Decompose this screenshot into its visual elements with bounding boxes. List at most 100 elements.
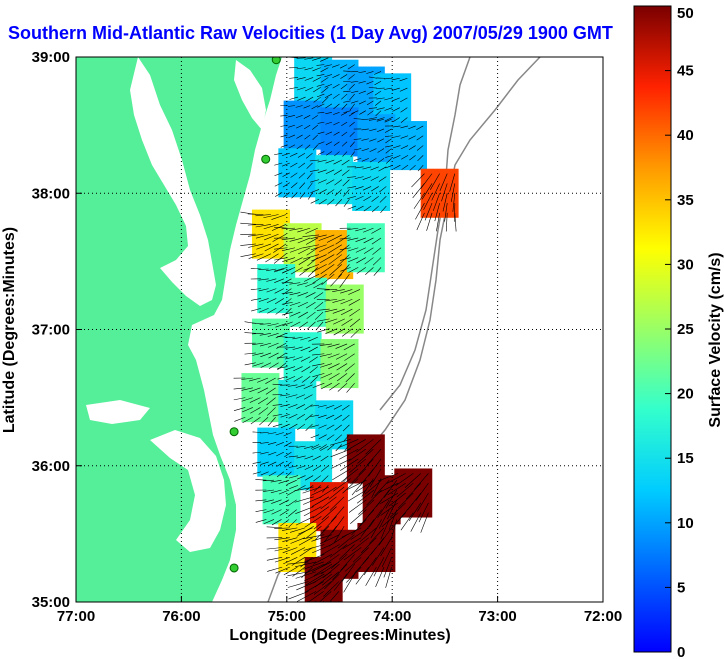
velocity-vector	[363, 247, 374, 254]
velocity-vector	[424, 202, 433, 221]
velocity-vector	[296, 445, 306, 448]
velocity-vector	[388, 509, 398, 530]
velocity-vector	[293, 366, 303, 372]
velocity-vector	[330, 273, 343, 287]
velocity-vector	[266, 278, 277, 282]
velocity-vector	[289, 292, 301, 296]
velocity-vector	[281, 301, 293, 305]
velocity-vector	[384, 77, 393, 80]
velocity-vector	[258, 288, 269, 292]
velocity-vector	[307, 182, 313, 190]
velocity-vector	[277, 366, 288, 369]
velocity-vector	[313, 96, 321, 103]
velocity-vector	[359, 527, 377, 542]
velocity-vector	[296, 134, 303, 139]
velocity-vector	[342, 414, 350, 421]
velocity-vector	[334, 424, 342, 431]
velocity-vector	[430, 173, 440, 190]
velocity-cell	[278, 379, 317, 429]
velocity-vector	[241, 407, 253, 413]
velocity-vector	[263, 224, 279, 230]
velocity-vector	[332, 563, 348, 581]
velocity-vector	[396, 482, 414, 498]
station-marker	[261, 154, 271, 164]
velocity-vector	[441, 183, 448, 202]
velocity-vector	[364, 479, 382, 495]
velocity-vector	[333, 573, 348, 592]
velocity-vector	[360, 519, 375, 537]
velocity-vector	[380, 519, 390, 540]
velocity-vector	[376, 128, 385, 133]
velocity-vector	[305, 301, 316, 309]
coastal-inlet	[86, 400, 150, 424]
velocity-vector	[371, 196, 379, 202]
velocity-vector	[363, 195, 372, 201]
velocity-vector	[290, 162, 298, 168]
velocity-vector	[301, 376, 311, 383]
pamlico-sound	[150, 430, 226, 552]
velocity-vector	[276, 451, 284, 457]
velocity-vector	[400, 117, 408, 123]
velocity-vector	[281, 268, 292, 274]
velocity-vector	[368, 87, 378, 89]
velocity-vector	[296, 404, 306, 410]
velocity-vector	[335, 353, 348, 360]
velocity-vector	[313, 581, 332, 595]
velocity-vector	[257, 387, 269, 394]
velocity-vector	[328, 373, 340, 380]
velocity-vector	[320, 465, 329, 472]
velocity-vector	[335, 234, 350, 245]
velocity-vector	[252, 471, 262, 475]
velocity-vector	[450, 183, 456, 202]
velocity-vector	[332, 289, 345, 292]
velocity-vector	[356, 489, 375, 504]
velocity-vector	[274, 278, 284, 283]
velocity-vector	[341, 103, 348, 110]
velocity-vector	[308, 336, 318, 342]
velocity-vector	[279, 509, 290, 516]
velocity-vector	[316, 288, 330, 290]
velocity-vector	[274, 267, 288, 272]
velocity-vector	[333, 141, 340, 146]
velocity-vector	[255, 224, 272, 228]
velocity-vector	[284, 356, 296, 360]
velocity-vector	[416, 145, 424, 151]
velocity-vector	[349, 141, 355, 148]
velocity-vector	[300, 346, 311, 352]
velocity-vector	[335, 199, 343, 207]
velocity-vector	[283, 566, 298, 576]
velocity-vector	[421, 183, 433, 200]
velocity-vector	[295, 105, 303, 108]
velocity-vector	[282, 182, 290, 188]
velocity-vector	[276, 342, 287, 349]
velocity-vector	[302, 486, 322, 494]
velocity-vector	[328, 486, 345, 500]
velocity-vector	[333, 404, 342, 410]
velocity-vector	[362, 176, 372, 180]
velocity-vector	[346, 566, 362, 583]
velocity-vector	[321, 571, 340, 586]
velocity-vector	[347, 176, 356, 178]
velocity-vector	[259, 342, 272, 347]
velocity-vector	[277, 356, 288, 359]
x-tick-label: 74:00	[373, 608, 411, 625]
velocity-vector	[304, 571, 324, 582]
velocity-vector	[334, 179, 342, 186]
velocity-vector	[310, 189, 320, 194]
velocity-vector	[320, 363, 333, 368]
velocity-vector	[363, 237, 374, 244]
velocity-vector	[426, 212, 433, 231]
velocity-vector	[248, 253, 264, 259]
velocity-vector	[280, 124, 288, 127]
velocity-vector	[266, 397, 276, 406]
velocity-vector	[358, 458, 374, 475]
velocity-vector	[332, 74, 340, 79]
velocity-vector	[340, 74, 348, 79]
velocity-vector	[400, 512, 414, 531]
velocity-vector	[393, 164, 401, 170]
velocity-vector	[233, 387, 246, 390]
velocity-vector	[297, 485, 306, 490]
velocity-vector	[401, 164, 409, 170]
velocity-vector	[377, 499, 390, 519]
velocity-vector	[255, 519, 267, 523]
